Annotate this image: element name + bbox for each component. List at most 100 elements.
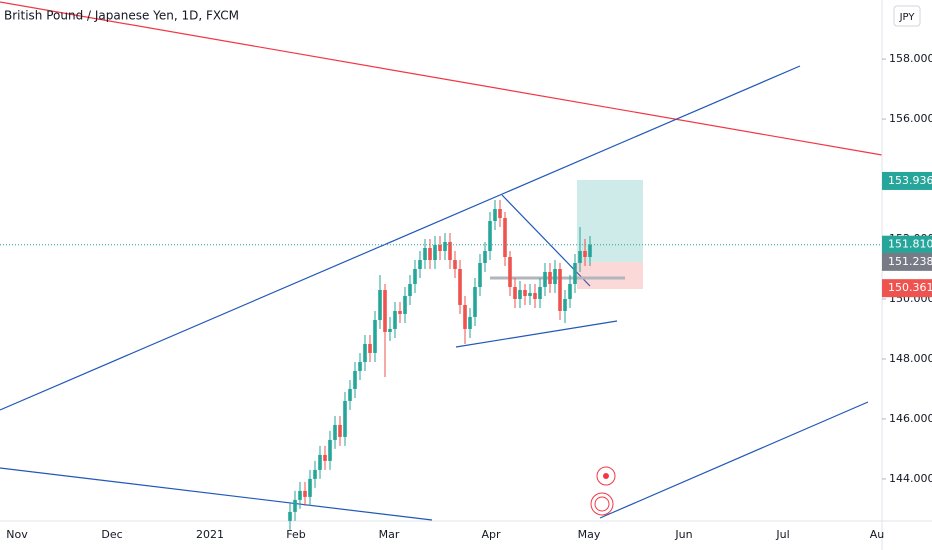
candle-body (523, 289, 527, 296)
candle-body (298, 490, 302, 500)
candle-body (468, 316, 472, 329)
candle-body (568, 283, 572, 299)
x-tick-label: Jul (775, 528, 789, 541)
event-icon (594, 496, 610, 512)
candle-body (303, 490, 307, 497)
currency-box[interactable] (893, 5, 921, 27)
x-tick-label: Au (870, 528, 885, 541)
candle-body (513, 286, 517, 299)
candle-body (418, 260, 422, 269)
candle-body (348, 388, 352, 401)
trend-line-red (0, 1, 883, 156)
candle-body (573, 262, 577, 284)
y-tick-label: 158.000 (889, 52, 932, 65)
candle-body (583, 251, 587, 258)
candle-body (558, 268, 562, 311)
x-tick-label: Apr (481, 528, 501, 541)
candle-body (508, 257, 512, 287)
candle-body (338, 424, 342, 437)
candle-body (353, 370, 357, 389)
y-tick-label: 144.000 (889, 472, 932, 485)
candle-body (293, 499, 297, 512)
candle-body (398, 310, 402, 314)
candle-body (458, 268, 462, 305)
candle-body (548, 271, 552, 284)
candle-body (373, 319, 377, 353)
candle-body (443, 242, 447, 252)
candle-body (533, 292, 537, 299)
candle-body (528, 292, 532, 296)
event-icon (596, 466, 616, 486)
candle-body (423, 248, 427, 260)
chart-title: British Pound / Japanese Yen, 1D, FXCM (4, 9, 239, 23)
candle-body (543, 271, 547, 287)
candle-body (493, 209, 497, 222)
candle-body (308, 478, 312, 497)
price-label: 151.810 (888, 238, 932, 251)
candle-body (563, 298, 567, 311)
y-tick-label: 146.000 (889, 412, 932, 425)
candle-body (378, 289, 382, 320)
event-icon (590, 492, 614, 516)
price-label-bg (882, 252, 932, 271)
candle-body (343, 400, 347, 437)
price-label: 151.238 (888, 255, 932, 268)
candle-body (333, 424, 337, 440)
candle-body (408, 283, 412, 296)
candle-body (553, 268, 557, 284)
candle-body (363, 343, 367, 362)
position-target (577, 180, 643, 262)
x-tick-label: Nov (6, 528, 28, 541)
candle-body (288, 511, 292, 521)
candle-body (448, 242, 452, 260)
candle-body (383, 289, 387, 332)
x-tick-label: May (578, 528, 601, 541)
candle-body (403, 295, 407, 314)
candle-body (433, 245, 437, 260)
candle-body (488, 221, 492, 252)
candle-body (518, 289, 522, 299)
candle-body (473, 286, 477, 317)
x-tick-label: Dec (101, 528, 122, 541)
candle-body (438, 245, 442, 252)
x-tick-label: Mar (379, 528, 400, 541)
channel-upper (0, 65, 801, 411)
candle-body (323, 454, 327, 461)
channel-lower (0, 467, 433, 521)
candle-body (313, 469, 317, 479)
currency[interactable]: JPY (899, 12, 916, 23)
candle-body (368, 343, 372, 353)
event-icons (590, 466, 616, 516)
price-label: 153.936 (888, 174, 932, 187)
y-tick-label: 156.000 (889, 112, 932, 125)
candle-body (393, 310, 397, 329)
candle-body (358, 361, 362, 371)
candle-body (478, 262, 482, 287)
y-tick-label: 148.000 (889, 352, 932, 365)
candle-body (453, 260, 457, 269)
x-tick-label: Jun (674, 528, 692, 541)
plot: 144.000146.000148.000150.000152.000154.0… (0, 52, 932, 541)
candle-body (413, 268, 417, 284)
price-label-bg (882, 279, 932, 298)
channel-lower-right (599, 401, 869, 519)
candle-body (498, 209, 502, 219)
candle-body (578, 251, 582, 263)
x-tick-label: 2021 (196, 528, 224, 541)
x-tick-label: Feb (286, 528, 305, 541)
price-label: 150.361 (888, 281, 932, 294)
position-stop (577, 262, 643, 289)
candle-body (318, 454, 322, 470)
candle-body (428, 248, 432, 260)
price-label-bg (882, 171, 932, 190)
candle-body (483, 251, 487, 263)
candle-body (328, 439, 332, 461)
candle-body (588, 244, 592, 258)
candle-body (503, 218, 507, 258)
candle-body (388, 328, 392, 332)
event-icon (603, 473, 609, 479)
triangle-lower (455, 320, 618, 348)
